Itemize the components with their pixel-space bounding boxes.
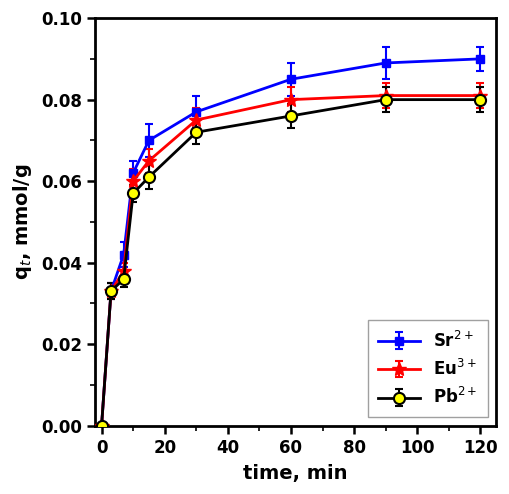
Legend: Sr$^{2+}$, Eu$^{3+}$, Pb$^{2+}$: Sr$^{2+}$, Eu$^{3+}$, Pb$^{2+}$ [369,321,488,417]
Y-axis label: q$_t$, mmol/g: q$_t$, mmol/g [11,164,34,280]
X-axis label: time, min: time, min [243,464,348,483]
